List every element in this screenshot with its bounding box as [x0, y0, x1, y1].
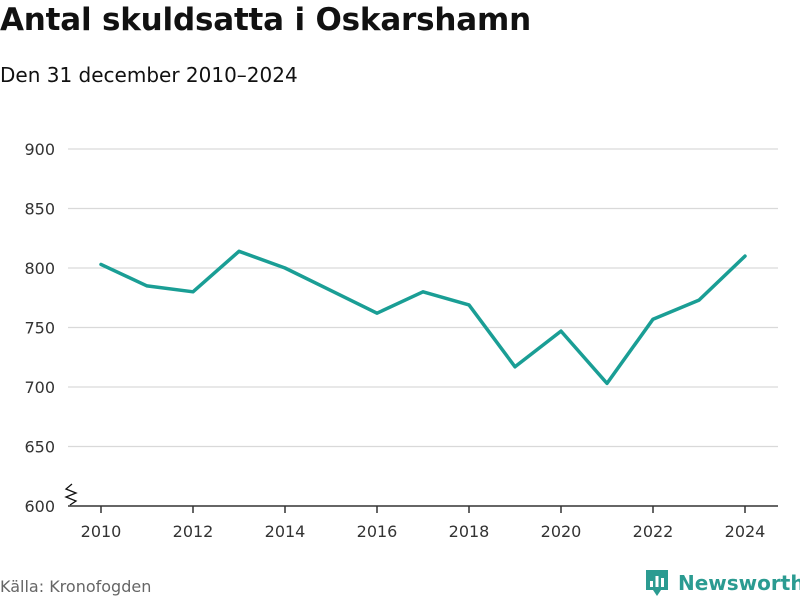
x-axis	[64, 483, 778, 513]
data-point-2013	[238, 250, 240, 253]
x-tick-label-2022: 2022	[633, 522, 674, 541]
y-tick-label-700: 700	[24, 378, 55, 397]
gridlines	[68, 148, 778, 448]
x-tick-label-2018: 2018	[449, 522, 490, 541]
x-tick-label-2010: 2010	[81, 522, 122, 541]
data-point-2023	[698, 299, 700, 301]
data-point-2012	[192, 291, 194, 293]
y-tick-label-650: 650	[24, 438, 55, 457]
data-point-2017	[422, 291, 424, 293]
series-line	[99, 249, 747, 386]
x-tick-label-2024: 2024	[725, 522, 766, 541]
source-note: Källa: Kronofogden	[0, 577, 152, 596]
data-point-2018	[468, 304, 470, 306]
x-tick-label-2020: 2020	[541, 522, 582, 541]
data-point-2019	[514, 365, 516, 368]
data-point-2016	[376, 312, 378, 315]
data-point-2014	[284, 267, 286, 269]
data-point-2015	[330, 289, 332, 292]
brand-name: Newsworthy	[678, 571, 800, 595]
axis-break-icon	[64, 483, 78, 506]
y-tick-label-750: 750	[24, 319, 55, 338]
y-tick-label-800: 800	[24, 259, 55, 278]
y-tick-labels: 600 650 700 750 800 850 900	[24, 140, 55, 516]
x-tick-label-2016: 2016	[357, 522, 398, 541]
data-point-2024	[744, 255, 746, 257]
x-tick-labels: 2010 2012 2014 2016 2018 2020 2022 2024	[81, 522, 766, 541]
y-tick-label-850: 850	[24, 200, 55, 219]
bar-chart-logo-icon	[646, 570, 668, 596]
brand-logo: Newsworthy	[644, 568, 800, 598]
chart-subtitle: Den 31 december 2010–2024	[0, 63, 298, 87]
y-tick-label-900: 900	[24, 140, 55, 159]
y-tick-label-600: 600	[24, 497, 55, 516]
data-point-2020	[560, 330, 562, 332]
data-point-2021	[606, 382, 608, 385]
chart-title: Antal skuldsatta i Oskarshamn	[0, 2, 531, 38]
x-tick-label-2014: 2014	[265, 522, 306, 541]
data-point-2011	[146, 285, 148, 287]
data-series	[99, 249, 747, 386]
x-tick-label-2012: 2012	[173, 522, 214, 541]
data-point-2010	[100, 263, 102, 266]
data-point-2022	[652, 318, 654, 320]
